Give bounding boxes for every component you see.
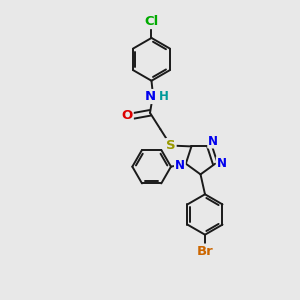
Text: N: N [175,159,185,172]
Text: H: H [159,90,169,103]
Text: N: N [217,157,227,170]
Text: S: S [166,139,175,152]
Text: N: N [144,90,156,103]
Text: O: O [122,109,133,122]
Text: N: N [208,135,218,148]
Text: Cl: Cl [144,15,159,28]
Text: Br: Br [196,244,213,258]
